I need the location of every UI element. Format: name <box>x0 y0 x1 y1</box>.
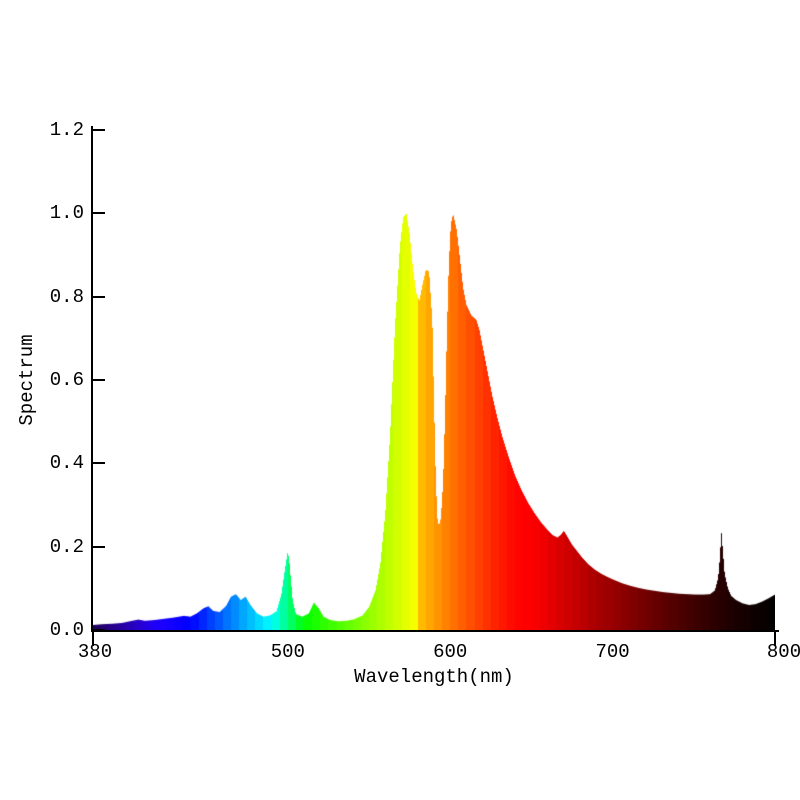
x-tick-label: 380 <box>77 641 113 663</box>
y-tick-label: 0.6 <box>49 369 84 391</box>
x-tick-mark <box>774 630 776 646</box>
y-tick-mark <box>93 545 105 548</box>
y-tick-mark <box>93 379 105 381</box>
x-tick-mark <box>92 630 94 646</box>
x-tick-label: 500 <box>270 641 305 663</box>
y-tick-label: 0.0 <box>49 619 84 641</box>
x-tick-label: 700 <box>595 641 630 663</box>
x-tick-label: 600 <box>433 641 468 663</box>
y-axis-label: Spectrum <box>16 334 38 426</box>
x-tick-label: 800 <box>766 641 800 663</box>
y-tick-label: 1.0 <box>49 202 84 225</box>
y-tick-mark <box>93 212 105 215</box>
y-tick-mark <box>93 462 105 465</box>
y-tick-mark <box>93 629 105 631</box>
y-tick-mark <box>93 295 105 298</box>
plot-canvas <box>93 130 775 630</box>
x-axis-label: Wavelength(nm) <box>354 666 514 688</box>
y-tick-label: 1.2 <box>49 119 84 141</box>
y-tick-mark <box>93 129 105 131</box>
y-tick-label: 0.2 <box>49 535 84 558</box>
y-axis-line <box>91 126 93 632</box>
y-tick-label: 0.4 <box>49 452 84 475</box>
x-axis-line <box>91 630 779 632</box>
y-tick-label: 0.8 <box>49 285 84 308</box>
